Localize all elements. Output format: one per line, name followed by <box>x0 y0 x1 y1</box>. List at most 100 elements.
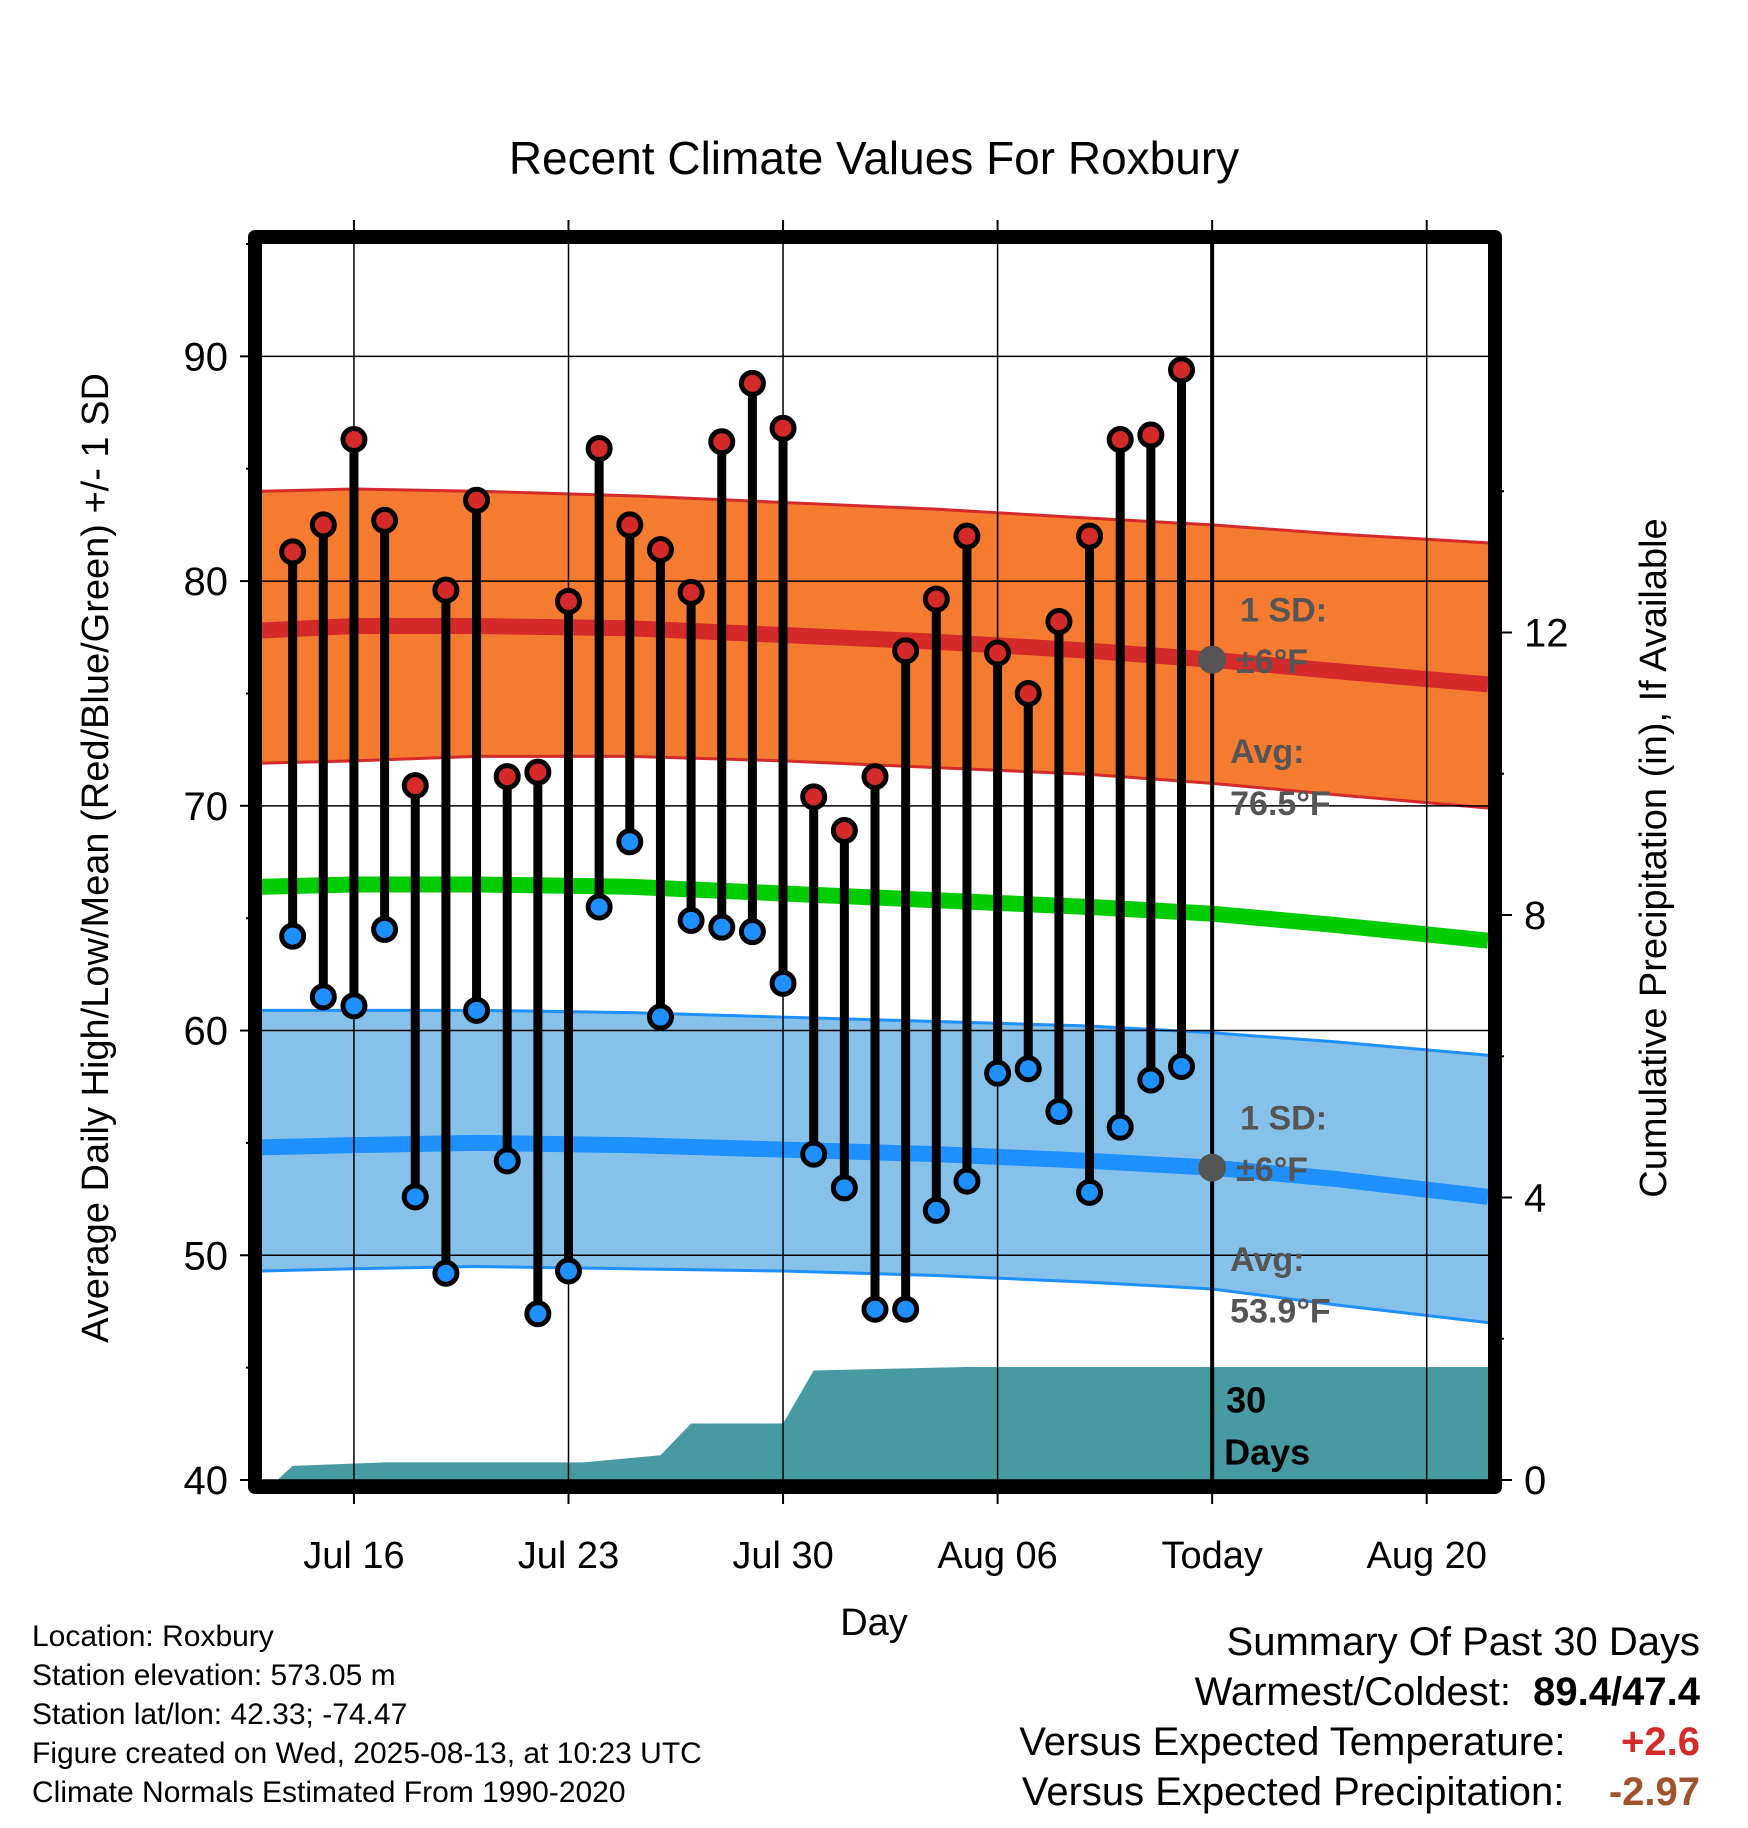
high-avg-today-marker <box>1198 645 1227 674</box>
daily-low-point <box>309 983 337 1011</box>
daily-high-point <box>708 428 736 456</box>
daily-high-point <box>463 486 491 514</box>
low-avg-value: 53.9°F <box>1230 1293 1331 1331</box>
daily-low-point <box>769 969 797 997</box>
daily-high-point <box>524 758 552 786</box>
daily-high-point <box>340 426 368 454</box>
y2-axis-label: Cumulative Precipitation (in), If Availa… <box>1633 518 1675 1197</box>
daily-low-point <box>616 828 644 856</box>
daily-low-point <box>953 1167 981 1195</box>
daily-low-point <box>1106 1113 1134 1141</box>
daily-low-point <box>1014 1055 1042 1083</box>
summary-temp-label: Versus Expected Temperature: <box>1019 1720 1566 1764</box>
summary-warmest-label: Warmest/Coldest: <box>1194 1670 1511 1714</box>
daily-low-point <box>401 1183 429 1211</box>
summary-temp-value: +2.6 <box>1621 1720 1700 1764</box>
info-latlon: Station lat/lon: 42.33; -74.47 <box>32 1698 408 1731</box>
daily-low-point <box>677 906 705 934</box>
daily-low-point <box>708 913 736 941</box>
high-sd-label: 1 SD: <box>1240 592 1327 630</box>
daily-high-point <box>1137 421 1165 449</box>
daily-low-point <box>830 1174 858 1202</box>
daily-low-point <box>1168 1053 1195 1081</box>
x-tick-label: Aug 06 <box>937 1535 1057 1577</box>
daily-high-point <box>1045 608 1073 636</box>
chart-title: Recent Climate Values For Roxbury <box>509 132 1239 184</box>
x-tick-label: Jul 30 <box>732 1535 833 1577</box>
daily-high-point <box>616 511 644 539</box>
summary-precip-row: Versus Expected Precipitation: -2.97 <box>1022 1770 1700 1815</box>
daily-high-point <box>646 536 674 564</box>
daily-high-point <box>984 639 1012 667</box>
daily-low-point <box>1137 1066 1165 1094</box>
y-tick-label: 50 <box>184 1234 229 1278</box>
daily-low-point <box>646 1003 674 1031</box>
info-created: Figure created on Wed, 2025-08-13, at 10… <box>32 1737 702 1770</box>
summary-heading: Summary Of Past 30 Days <box>1226 1620 1700 1664</box>
daily-high-point <box>309 511 337 539</box>
high-sd-upper-line <box>262 487 1488 545</box>
info-normals: Climate Normals Estimated From 1990-2020 <box>32 1776 626 1809</box>
daily-high-point <box>738 369 766 397</box>
y-tick-label: 40 <box>184 1459 229 1503</box>
daily-low-point <box>340 992 368 1020</box>
daily-high-point <box>677 578 705 606</box>
high-avg-line <box>262 618 1488 693</box>
low-sd-label: 1 SD: <box>1240 1099 1327 1137</box>
plot-frame <box>248 230 1502 1494</box>
daily-low-point <box>922 1196 950 1224</box>
high-avg-label: Avg: <box>1230 733 1304 771</box>
daily-high-point <box>800 783 828 811</box>
summary-precip-label: Versus Expected Precipitation: <box>1021 1770 1565 1814</box>
x-tick-label: Today <box>1161 1535 1262 1577</box>
x-tick-label: Jul 16 <box>303 1535 404 1577</box>
daily-low-point <box>738 918 766 946</box>
y-tick-label: 60 <box>184 1010 229 1054</box>
y2-tick-label: 0 <box>1524 1459 1546 1503</box>
daily-low-point <box>432 1259 460 1287</box>
days-unit-label: Days <box>1224 1431 1310 1472</box>
y2-tick-label: 8 <box>1524 894 1546 938</box>
daily-high-point <box>892 637 920 665</box>
daily-low-point <box>585 893 613 921</box>
daily-low-point <box>279 922 307 950</box>
y-tick-label: 70 <box>184 785 229 829</box>
daily-high-point <box>493 763 521 791</box>
daily-low-point <box>861 1295 889 1323</box>
daily-high-point <box>371 506 399 534</box>
y-tick-label: 80 <box>184 560 229 604</box>
daily-high-point <box>279 538 307 566</box>
high-sd-value: ±6°F <box>1236 643 1308 681</box>
daily-low-point <box>555 1257 582 1285</box>
summary-warmest-value: 89.4/47.4 <box>1533 1670 1700 1714</box>
days-count-label: 30 <box>1226 1380 1266 1421</box>
daily-high-point <box>401 772 429 800</box>
y2-tick-label: 4 <box>1524 1176 1546 1220</box>
daily-high-point <box>769 414 797 442</box>
daily-low-point <box>1076 1178 1104 1206</box>
info-elevation: Station elevation: 573.05 m <box>32 1659 396 1692</box>
high-avg-value: 76.5°F <box>1230 785 1331 823</box>
daily-high-point <box>953 522 981 550</box>
y2-tick-label: 12 <box>1524 611 1569 655</box>
daily-high-point <box>830 817 858 845</box>
summary-warmest-row: Warmest/Coldest: 89.4/47.4 <box>1195 1670 1700 1715</box>
daily-high-point <box>585 435 613 463</box>
high-sd-lower-line <box>262 754 1488 810</box>
daily-low-point <box>463 996 491 1024</box>
daily-low-point <box>800 1140 828 1168</box>
daily-high-point <box>1014 679 1042 707</box>
daily-high-point <box>1106 426 1134 454</box>
x-axis-label: Day <box>840 1602 908 1644</box>
daily-high-point <box>861 763 889 791</box>
low-avg-label: Avg: <box>1230 1241 1304 1279</box>
precipitation-area <box>277 1366 1488 1480</box>
daily-high-point <box>555 587 582 615</box>
x-tick-label: Jul 23 <box>518 1535 619 1577</box>
daily-high-point <box>922 585 950 613</box>
low-avg-today-marker <box>1198 1153 1227 1182</box>
daily-low-point <box>892 1295 920 1323</box>
daily-low-point <box>984 1059 1012 1087</box>
daily-high-point <box>1076 522 1104 550</box>
